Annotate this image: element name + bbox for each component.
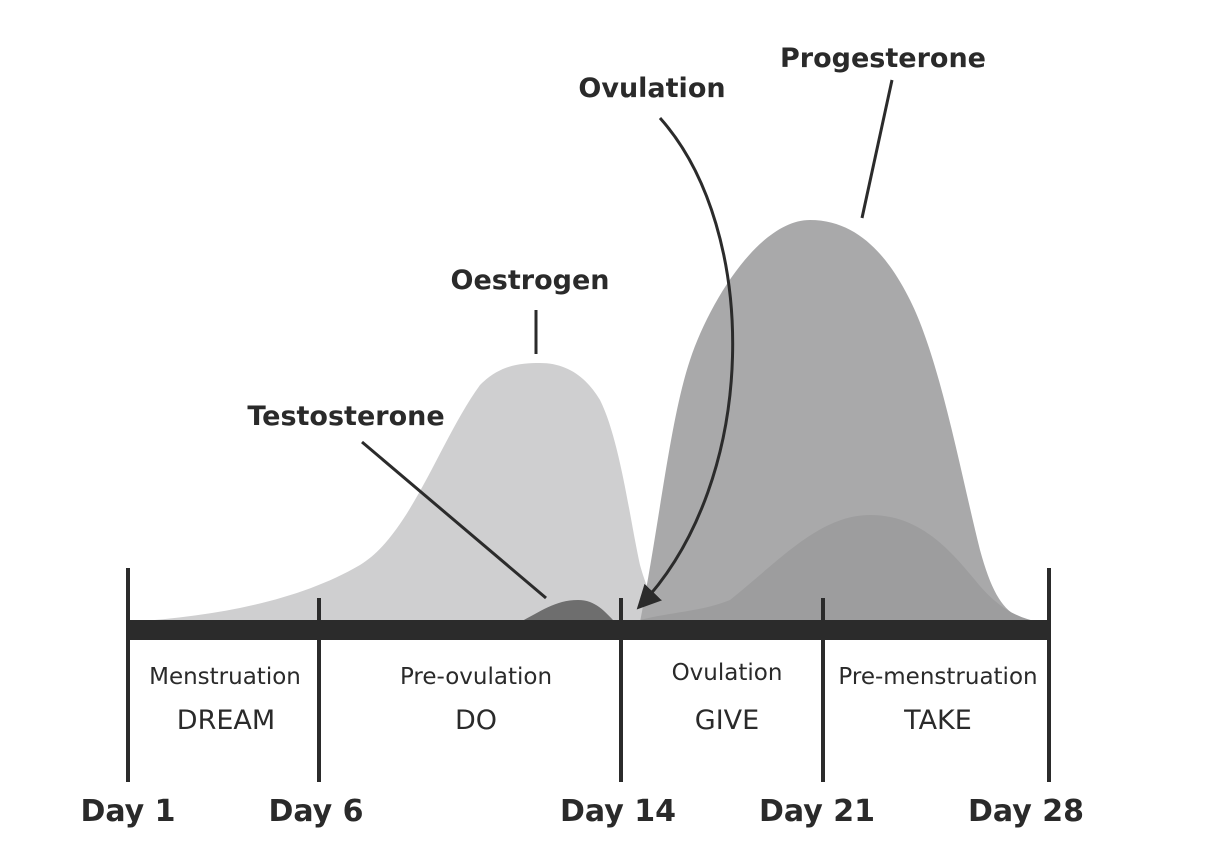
day-label-6: Day 6: [268, 794, 363, 829]
oestrogen-curve: [130, 363, 700, 622]
testosterone-curve: [520, 600, 615, 622]
phase-preovulation-name: Pre-ovulation: [400, 664, 552, 690]
day-label-14: Day 14: [560, 794, 676, 829]
phase-premenstruation-name: Pre-menstruation: [838, 664, 1037, 690]
phase-menstruation-mode: DREAM: [177, 705, 275, 736]
phase-ovulation-name: Ovulation: [672, 660, 783, 686]
progesterone-secondary-wave: [640, 515, 1040, 622]
oestrogen-label: Oestrogen: [451, 265, 610, 296]
day-label-28: Day 28: [968, 794, 1084, 829]
testosterone-leader-line: [361, 440, 547, 600]
progesterone-curve: [640, 220, 1040, 622]
phase-preovulation-mode: DO: [455, 705, 497, 736]
phase-ovulation-mode: GIVE: [695, 705, 759, 736]
progesterone-leader-line: [860, 79, 894, 219]
testosterone-label: Testosterone: [247, 401, 444, 432]
day-label-21: Day 21: [759, 794, 875, 829]
day-label-1: Day 1: [80, 794, 175, 829]
ovulation-arrow: [636, 117, 735, 610]
progesterone-label: Progesterone: [780, 43, 986, 74]
timeline-axis: [128, 620, 1050, 640]
phase-menstruation-name: Menstruation: [149, 664, 301, 690]
ovulation-callout-label: Ovulation: [578, 73, 725, 104]
phase-premenstruation-mode: TAKE: [903, 705, 972, 736]
